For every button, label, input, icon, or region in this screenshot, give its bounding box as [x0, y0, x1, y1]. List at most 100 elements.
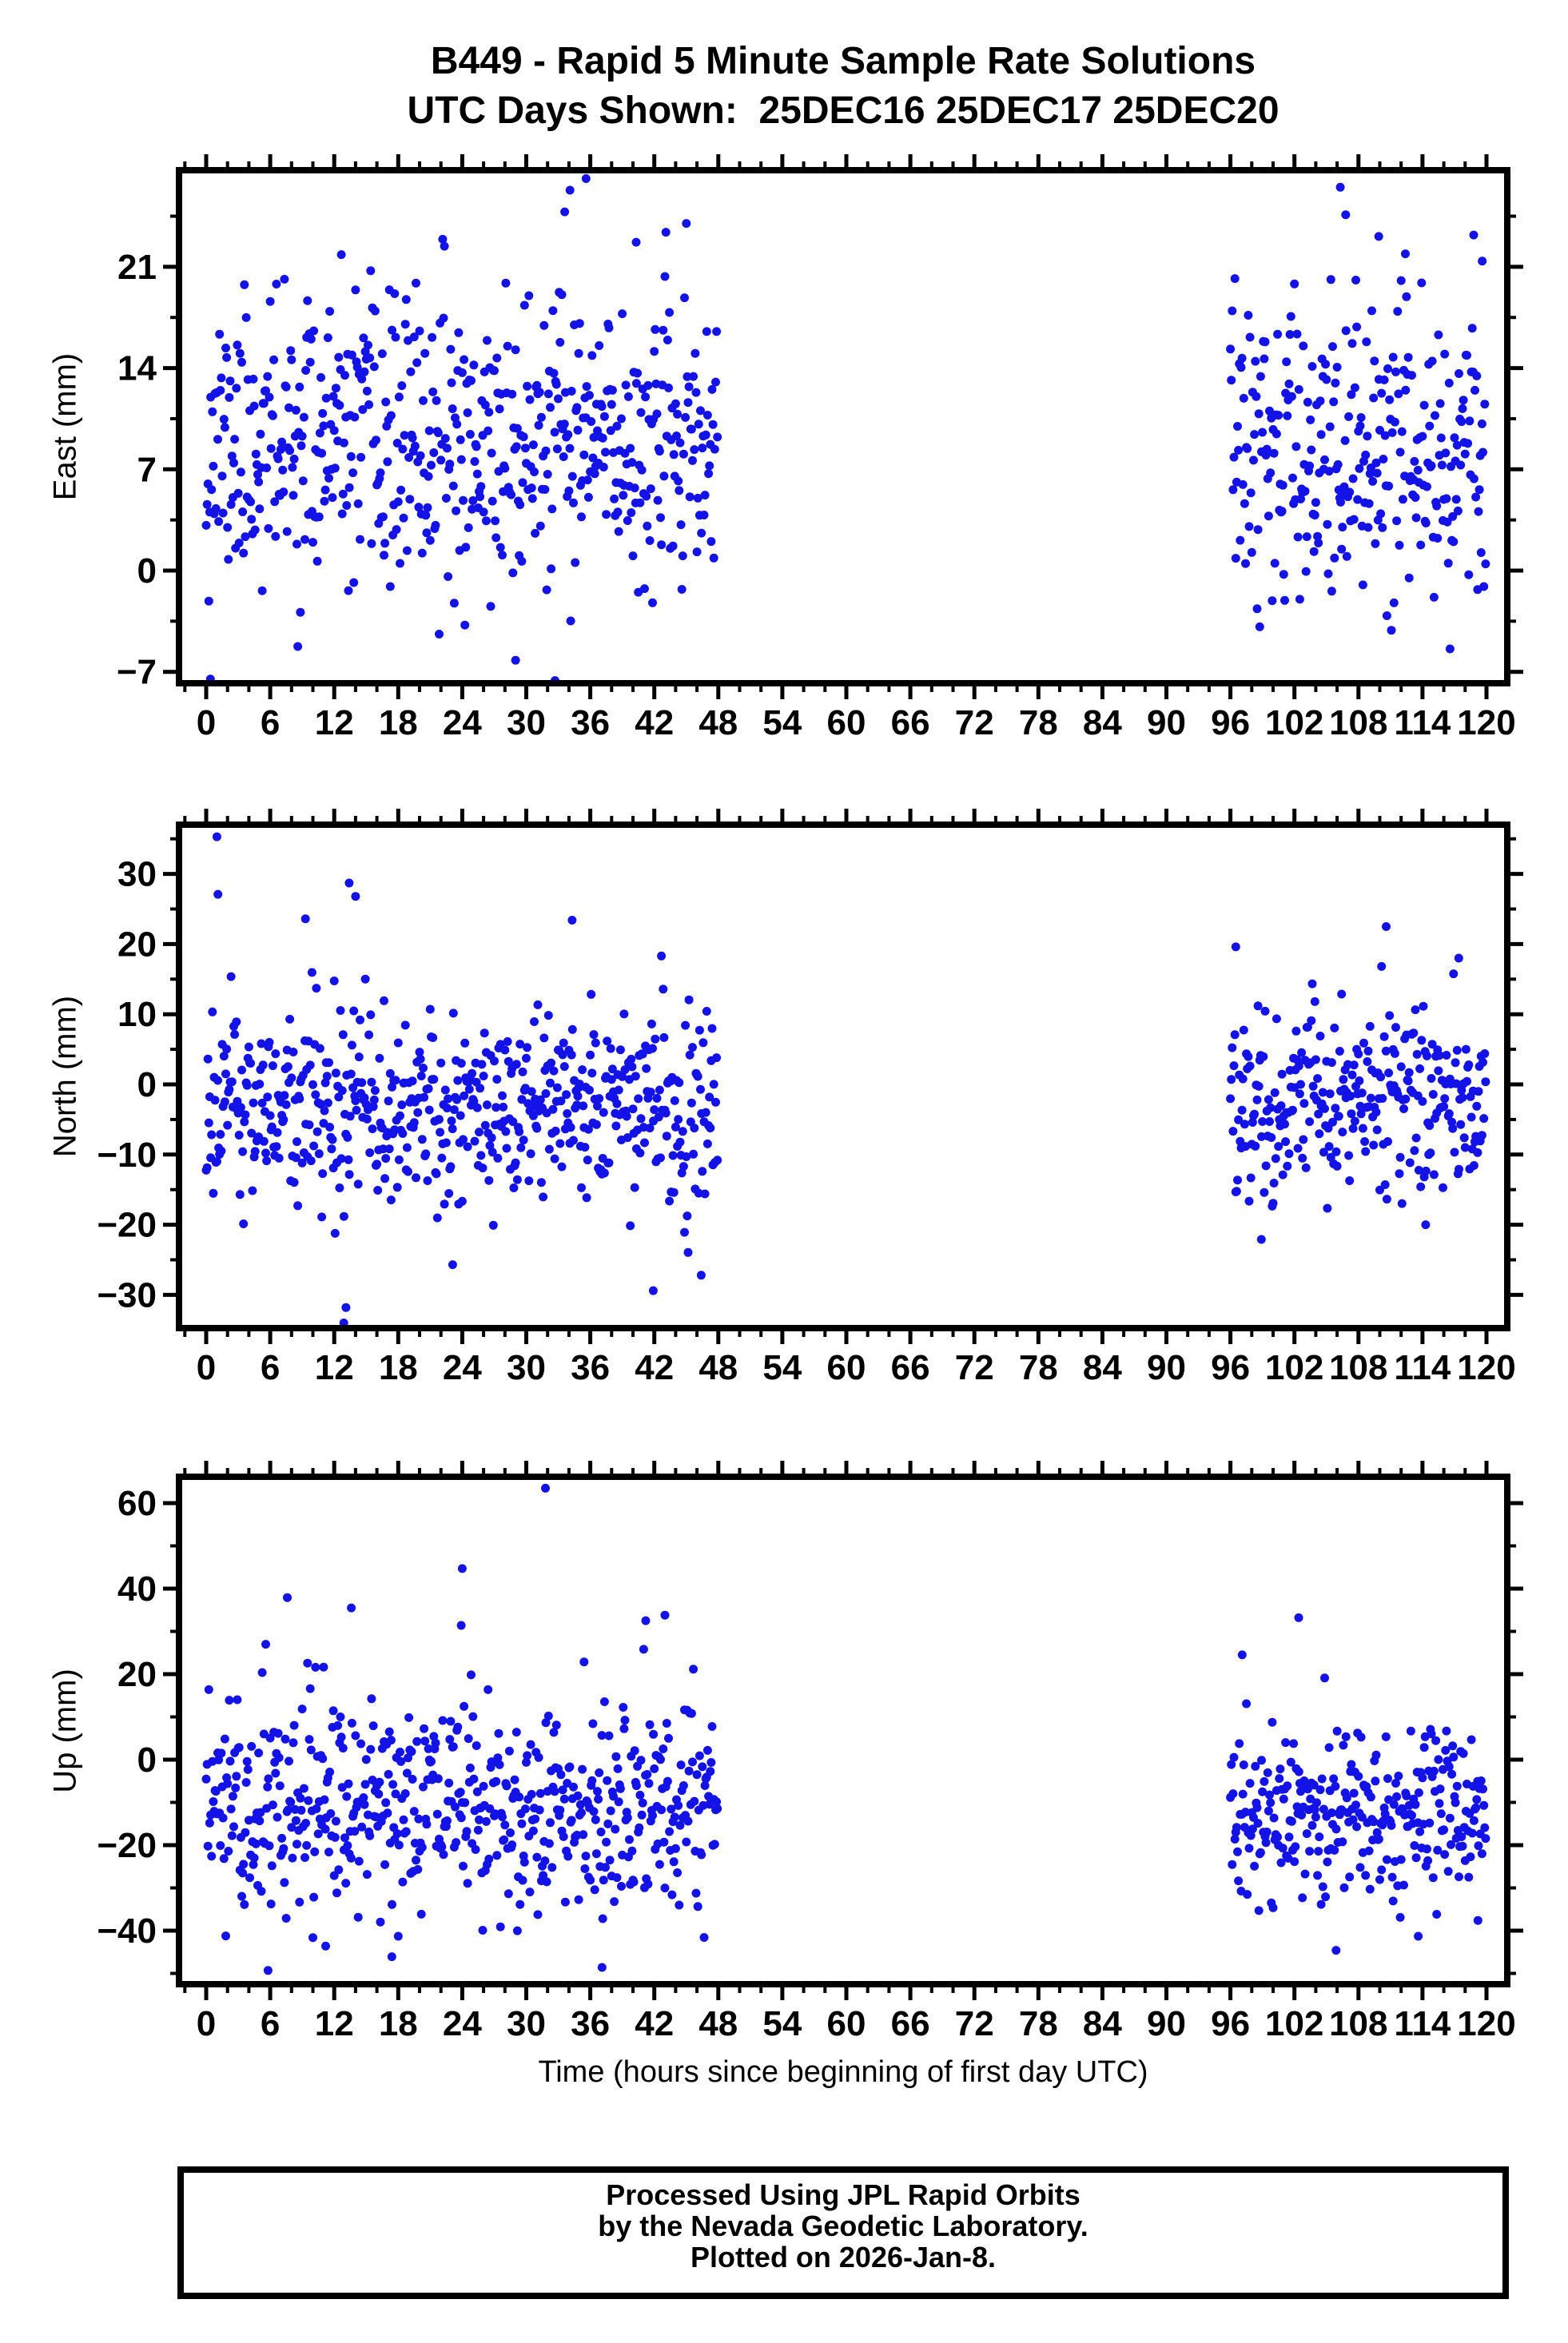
svg-text:78: 78: [1019, 703, 1058, 742]
svg-text:24: 24: [443, 1348, 482, 1387]
svg-text:96: 96: [1211, 2004, 1250, 2043]
svg-text:42: 42: [635, 703, 674, 742]
svg-text:84: 84: [1083, 703, 1122, 742]
east-points: [201, 174, 1490, 683]
svg-text:54: 54: [762, 703, 802, 742]
svg-text:66: 66: [891, 1348, 930, 1387]
svg-text:18: 18: [379, 703, 418, 742]
up-points: [201, 1483, 1490, 1975]
svg-text:40: 40: [117, 1569, 157, 1609]
svg-text:72: 72: [955, 1348, 994, 1387]
svg-text:30: 30: [507, 1348, 546, 1387]
svg-text:−30: −30: [97, 1275, 157, 1315]
svg-text:24: 24: [443, 2004, 482, 2043]
svg-text:−10: −10: [97, 1136, 157, 1175]
svg-text:108: 108: [1329, 1348, 1387, 1387]
svg-text:102: 102: [1265, 1348, 1323, 1387]
svg-text:48: 48: [698, 703, 738, 742]
svg-text:−40: −40: [97, 1911, 157, 1951]
svg-text:114: 114: [1394, 1348, 1451, 1387]
svg-text:30: 30: [117, 855, 157, 894]
svg-text:0: 0: [137, 1740, 157, 1780]
svg-text:6: 6: [261, 703, 280, 742]
svg-text:48: 48: [698, 2004, 738, 2043]
svg-text:60: 60: [827, 703, 866, 742]
east-axis-title: East (mm): [47, 352, 83, 501]
svg-text:0: 0: [197, 703, 216, 742]
svg-text:20: 20: [117, 925, 157, 964]
svg-text:84: 84: [1083, 2004, 1122, 2043]
svg-text:120: 120: [1457, 2004, 1515, 2043]
east-frame: [176, 167, 1510, 686]
svg-text:78: 78: [1019, 2004, 1058, 2043]
svg-text:84: 84: [1083, 1348, 1122, 1387]
svg-text:48: 48: [698, 1348, 738, 1387]
svg-text:0: 0: [197, 2004, 216, 2043]
svg-text:−7: −7: [117, 653, 157, 692]
svg-text:120: 120: [1457, 1348, 1515, 1387]
svg-text:42: 42: [635, 2004, 674, 2043]
svg-text:36: 36: [571, 2004, 610, 2043]
svg-text:7: 7: [137, 450, 157, 489]
svg-text:12: 12: [315, 1348, 354, 1387]
svg-text:12: 12: [315, 703, 354, 742]
svg-text:66: 66: [891, 703, 930, 742]
svg-text:36: 36: [571, 703, 610, 742]
svg-text:108: 108: [1329, 2004, 1387, 2043]
svg-text:72: 72: [955, 2004, 994, 2043]
up-panel: 0 6 12 18 24 30 36 42 48 54 60 66 72 78 84 90 96 102 108 11…: [97, 1461, 1523, 2043]
svg-text:42: 42: [635, 1348, 674, 1387]
svg-text:10: 10: [117, 995, 157, 1034]
svg-text:90: 90: [1147, 703, 1186, 742]
svg-text:0: 0: [137, 1065, 157, 1104]
svg-text:24: 24: [443, 703, 482, 742]
svg-text:6: 6: [261, 1348, 280, 1387]
footer-box: Processed Using JPL Rapid Orbits by the …: [177, 2166, 1509, 2299]
footer-line-3: Plotted on 2026-Jan-8.: [690, 2241, 997, 2273]
svg-text:78: 78: [1019, 1348, 1058, 1387]
svg-text:−20: −20: [97, 1826, 157, 1865]
svg-text:60: 60: [117, 1484, 157, 1523]
svg-text:102: 102: [1265, 703, 1323, 742]
svg-text:14: 14: [117, 349, 157, 388]
svg-text:12: 12: [315, 2004, 354, 2043]
svg-text:−20: −20: [97, 1206, 157, 1245]
x-axis-title: Time (hours since beginning of first day…: [538, 2055, 1148, 2089]
svg-text:20: 20: [117, 1655, 157, 1694]
up-frame: [176, 1474, 1510, 1987]
svg-text:18: 18: [379, 1348, 418, 1387]
svg-text:54: 54: [762, 2004, 802, 2043]
svg-text:21: 21: [117, 248, 157, 287]
svg-text:102: 102: [1265, 2004, 1323, 2043]
svg-text:6: 6: [261, 2004, 280, 2043]
svg-text:0: 0: [137, 551, 157, 591]
svg-text:18: 18: [379, 2004, 418, 2043]
footer-line-2: by the Nevada Geodetic Laboratory.: [598, 2210, 1088, 2242]
svg-text:90: 90: [1147, 1348, 1186, 1387]
svg-text:66: 66: [891, 2004, 930, 2043]
svg-text:114: 114: [1394, 703, 1451, 742]
page-subtitle: UTC Days Shown: 25DEC16 25DEC17 25DEC20: [407, 90, 1279, 132]
svg-text:0: 0: [197, 1348, 216, 1387]
up-axis-title: Up (mm): [47, 1669, 83, 1793]
north-points: [201, 832, 1490, 1327]
east-panel: 0 6 12 18 24 30 36 42 48 54 60 66 72 78 84 90 96 102 108 11…: [117, 154, 1523, 742]
svg-text:30: 30: [507, 2004, 546, 2043]
svg-text:96: 96: [1211, 703, 1250, 742]
svg-text:120: 120: [1457, 703, 1515, 742]
north-panel: 0 6 12 18 24 30 36 42 48 54 60 66 72 78 84 90 96 102 108 11…: [97, 809, 1523, 1387]
svg-text:114: 114: [1394, 2004, 1451, 2043]
svg-text:72: 72: [955, 703, 994, 742]
svg-text:54: 54: [762, 1348, 802, 1387]
north-frame: [176, 821, 1510, 1331]
north-axis-title: North (mm): [47, 995, 83, 1158]
svg-text:30: 30: [507, 703, 546, 742]
svg-text:90: 90: [1147, 2004, 1186, 2043]
svg-text:60: 60: [827, 1348, 866, 1387]
svg-text:36: 36: [571, 1348, 610, 1387]
svg-text:60: 60: [827, 2004, 866, 2043]
svg-text:108: 108: [1329, 703, 1387, 742]
page-title: B449 - Rapid 5 Minute Sample Rate Soluti…: [430, 40, 1256, 82]
